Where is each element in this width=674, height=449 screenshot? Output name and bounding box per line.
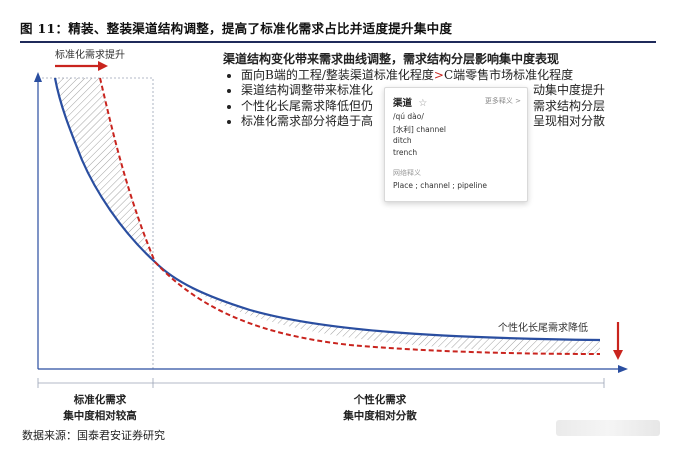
hatch-area-right <box>155 262 600 354</box>
top-arrow-label: 标准化需求提升 <box>55 48 125 61</box>
bullet-text: C端零售市场标准化程度 <box>443 67 574 82</box>
explanation-bullets: 面向B端的工程/整装渠道标准化程度>C端零售市场标准化程度 渠道结构调整带来标准… <box>223 68 605 130</box>
bullet-text: 渠道结构调整带来标准化 <box>241 83 374 97</box>
bullet-text: 需求结构分层 <box>533 98 606 113</box>
bottom-left-label-line1: 标准化需求 <box>73 394 127 406</box>
shifted-demand-curve <box>99 77 601 355</box>
explanation-block: 渠道结构变化带来需求曲线调整，需求结构分层影响集中度表现 面向B端的工程/整装渠… <box>223 52 605 130</box>
popup-section-label: 网络释义 <box>393 169 421 177</box>
popup-definition-tagged: [水利] channel <box>393 125 446 134</box>
bottom-left-label-line2: 集中度相对较高 <box>63 410 137 422</box>
bullet-text: 标准化需求部分将趋于高 <box>241 114 374 128</box>
popup-web-definition: Place ; channel ; pipeline <box>393 181 487 190</box>
bottom-right-label-line1: 个性化需求 <box>353 394 407 406</box>
bullet-text: 动集中度提升 <box>533 83 606 97</box>
figure-title: 图 11：精装、整装渠道结构调整，提高了标准化需求占比并适度提升集中度 <box>20 18 656 43</box>
watermark-blur <box>556 420 660 436</box>
bullet-accent: > <box>433 67 444 82</box>
bottom-right-label: 个性化需求 集中度相对分散 <box>330 392 430 424</box>
source-note: 数据来源：国泰君安证券研究 <box>22 429 165 442</box>
explanation-bullet: 面向B端的工程/整装渠道标准化程度>C端零售市场标准化程度 <box>241 68 605 84</box>
popup-definition: trench <box>393 148 418 157</box>
more-definitions-link[interactable]: 更多释义 > <box>484 97 521 105</box>
bullet-text: 个性化长尾需求降低但仍 <box>241 98 374 113</box>
bottom-right-label-line2: 集中度相对分散 <box>343 410 417 422</box>
popup-word: 渠道 <box>393 98 413 109</box>
original-demand-curve <box>53 77 601 342</box>
explanation-bullet: 个性化长尾需求降低但仍 需求结构分层 <box>241 99 605 115</box>
popup-definition: ditch <box>393 136 412 145</box>
explanation-bullet: 标准化需求部分将趋于高 呈现相对分散 <box>241 114 605 130</box>
hatch-area-left <box>55 78 155 262</box>
explanation-headline: 渠道结构变化带来需求曲线调整，需求结构分层影响集中度表现 <box>223 52 560 66</box>
explanation-bullet: 渠道结构调整带来标准化 动集中度提升 <box>241 83 605 99</box>
right-red-arrowhead <box>613 350 623 360</box>
right-arrow-label: 个性化长尾需求降低 <box>498 321 588 334</box>
y-axis-arrowhead <box>34 72 42 82</box>
bottom-left-label: 标准化需求 集中度相对较高 <box>60 392 140 424</box>
dictionary-popup[interactable]: 渠道 ☆ 更多释义 > /qú dào/ [水利] channel ditch … <box>384 87 528 202</box>
bullet-text: 面向B端的工程/整装渠道标准化程度 <box>241 67 434 82</box>
star-outline-icon[interactable]: ☆ <box>418 98 428 109</box>
popup-pinyin: /qú dào/ <box>393 112 424 121</box>
bullet-text: 呈现相对分散 <box>533 114 606 128</box>
popup-header: 渠道 ☆ 更多释义 > <box>393 95 521 109</box>
x-axis-arrowhead <box>618 365 628 373</box>
top-red-arrowhead <box>98 61 108 71</box>
